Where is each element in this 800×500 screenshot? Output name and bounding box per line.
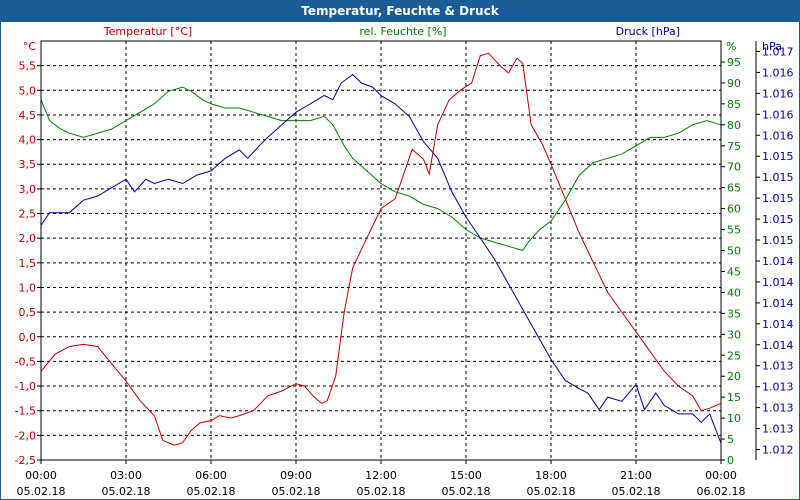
humidity-tick-label: 25	[727, 349, 741, 362]
pressure-tick-label: 1.013	[762, 381, 794, 394]
x-tick-time-label: 18:00	[535, 469, 567, 482]
pressure-tick-label: 1.014	[762, 318, 794, 331]
pressure-tick-label: 1.013	[762, 360, 794, 373]
window-title: Temperatur, Feuchte & Druck	[1, 1, 799, 22]
pressure-tick-label: 1.014	[762, 339, 794, 352]
temperature-tick-label: 5,5	[19, 60, 37, 73]
humidity-tick-label: 40	[727, 286, 741, 299]
humidity-unit: %	[726, 40, 736, 53]
x-tick-time-label: 06:00	[195, 469, 227, 482]
pressure-tick-label: 1.013	[762, 423, 794, 436]
humidity-tick-label: 85	[727, 98, 741, 111]
temperature-tick-label: -2,5	[15, 454, 36, 467]
humidity-tick-label: 75	[727, 140, 741, 153]
humidity-tick-label: 95	[727, 56, 741, 69]
pressure-tick-label: 1.015	[762, 171, 794, 184]
humidity-tick-label: 5	[727, 433, 734, 446]
x-tick-date-label: 05.02.18	[357, 485, 406, 498]
humidity-tick-label: 0	[727, 454, 734, 467]
pressure-tick-label: 1.014	[762, 297, 794, 310]
temperature-tick-label: 1,0	[19, 281, 37, 294]
x-tick-date-label: 05.02.18	[102, 485, 151, 498]
temperature-tick-label: 2,5	[19, 208, 37, 221]
pressure-tick-label: 1.016	[762, 129, 794, 142]
temperature-tick-label: 4,5	[19, 109, 37, 122]
humidity-tick-label: 15	[727, 391, 741, 404]
humidity-tick-label: 55	[727, 224, 741, 237]
x-tick-time-label: 21:00	[620, 469, 652, 482]
temperature-tick-label: -0,5	[15, 355, 36, 368]
temperature-tick-label: 2,0	[19, 232, 37, 245]
pressure-tick-label: 1.015	[762, 234, 794, 247]
x-tick-time-label: 03:00	[110, 469, 142, 482]
humidity-series-line	[40, 86, 722, 252]
temperature-tick-label: 3,0	[19, 183, 37, 196]
x-tick-date-label: 05.02.18	[527, 485, 576, 498]
pressure-unit: hPa	[762, 40, 782, 53]
x-tick-time-label: 09:00	[280, 469, 312, 482]
temperature-tick-label: 3,5	[19, 158, 37, 171]
x-tick-time-label: 00:00	[705, 469, 737, 482]
humidity-tick-label: 35	[727, 307, 741, 320]
pressure-tick-label: 1.015	[762, 192, 794, 205]
temperature-tick-label: 0,5	[19, 306, 37, 319]
humidity-tick-label: 60	[727, 203, 741, 216]
grid	[41, 41, 721, 460]
humidity-tick-label: 90	[727, 77, 741, 90]
pressure-tick-label: 1.016	[762, 66, 794, 79]
humidity-axis-label: rel. Feuchte [%]	[359, 25, 446, 38]
pressure-tick-label: 1.015	[762, 213, 794, 226]
temperature-unit: °C	[23, 40, 37, 53]
pressure-tick-label: 1.012	[762, 444, 794, 457]
x-tick-date-label: 05.02.18	[442, 485, 491, 498]
humidity-tick-label: 50	[727, 245, 741, 258]
humidity-tick-label: 20	[727, 370, 741, 383]
temperature-tick-label: 4,0	[19, 134, 37, 147]
x-tick-time-label: 12:00	[365, 469, 397, 482]
x-tick-date-label: 05.02.18	[187, 485, 236, 498]
temperature-tick-label: -1,0	[15, 380, 36, 393]
pressure-series-line	[40, 73, 722, 444]
humidity-tick-label: 80	[727, 119, 741, 132]
x-tick-time-label: 15:00	[450, 469, 482, 482]
temperature-tick-label: 5,0	[19, 84, 37, 97]
humidity-tick-label: 10	[727, 412, 741, 425]
pressure-tick-label: 1.016	[762, 87, 794, 100]
pressure-tick-label: 1.014	[762, 255, 794, 268]
x-tick-date-label: 05.02.18	[17, 485, 66, 498]
series-layer	[40, 52, 722, 446]
axes: 00:00 05.02.18 03:00 05.02.18 06:00 05.02.18 0…	[15, 40, 794, 498]
temperature-tick-label: -1,5	[15, 405, 36, 418]
humidity-tick-label: 30	[727, 328, 741, 341]
temperature-tick-label: -2,0	[15, 429, 36, 442]
x-tick-time-label: 00:00	[25, 469, 57, 482]
pressure-tick-label: 1.013	[762, 402, 794, 415]
temperature-axis-label: Temperatur [°C]	[103, 25, 192, 38]
temperature-tick-label: 1,5	[19, 257, 37, 270]
pressure-tick-label: 1.015	[762, 150, 794, 163]
pressure-tick-label: 1.017	[762, 45, 794, 58]
pressure-tick-label: 1.014	[762, 276, 794, 289]
temperature-series-line	[40, 52, 722, 446]
temperature-tick-label: 0,0	[19, 331, 37, 344]
x-tick-date-label: 05.02.18	[272, 485, 321, 498]
humidity-tick-label: 65	[727, 182, 741, 195]
x-tick-date-label: 05.02.18	[612, 485, 661, 498]
x-tick-date-label: 06.02.18	[697, 485, 746, 498]
pressure-axis-label: Druck [hPa]	[616, 25, 680, 38]
pressure-tick-label: 1.016	[762, 108, 794, 121]
humidity-tick-label: 70	[727, 161, 741, 174]
humidity-tick-label: 45	[727, 265, 741, 278]
